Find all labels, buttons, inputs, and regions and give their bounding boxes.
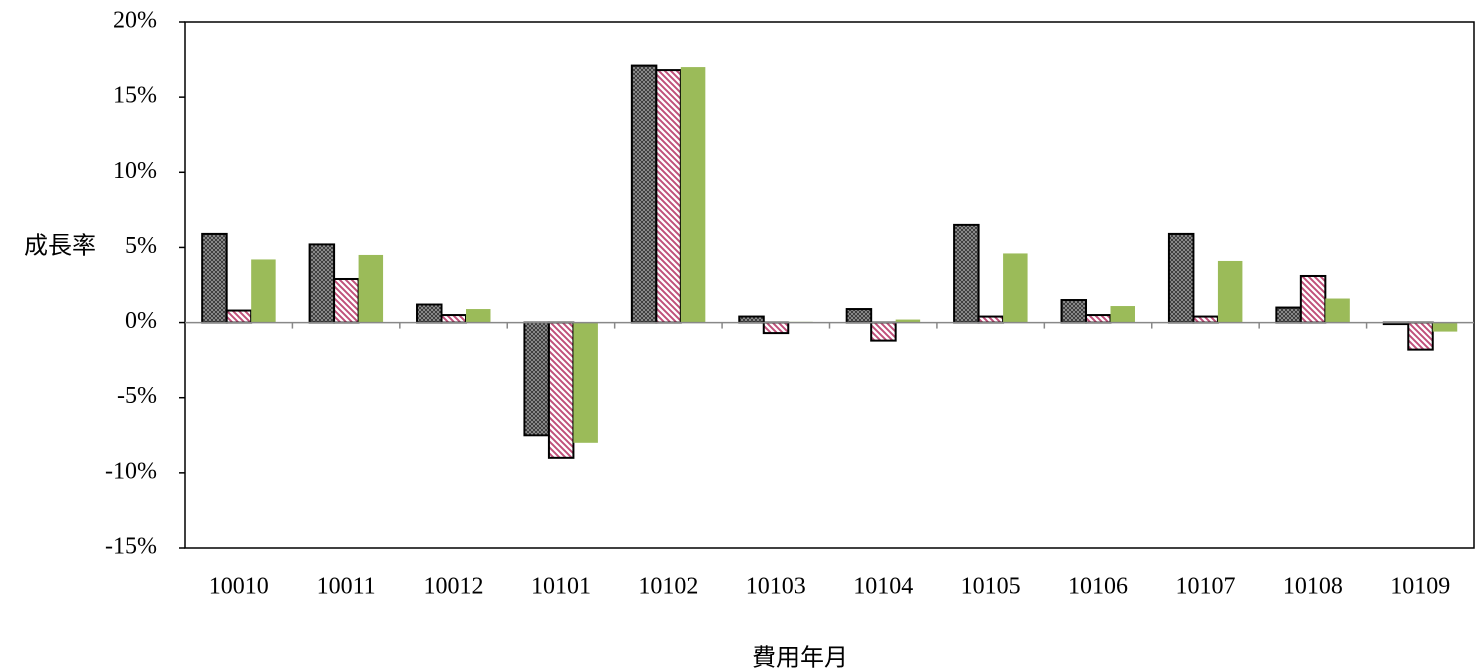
bar	[251, 259, 276, 323]
x-tick-label: 10109	[1390, 574, 1450, 600]
bar	[1299, 274, 1327, 324]
y-tick-label: 0%	[125, 308, 157, 334]
bar	[308, 243, 336, 324]
x-tick-label: 10010	[209, 574, 269, 600]
bar	[1003, 253, 1028, 323]
bar	[1217, 260, 1243, 323]
bar	[573, 322, 598, 443]
x-tick-label: 10012	[424, 574, 484, 600]
bar	[1192, 315, 1219, 324]
bar	[655, 69, 682, 324]
bar	[1167, 232, 1195, 324]
bar	[547, 321, 575, 459]
bar	[1432, 322, 1458, 332]
y-tick-label: 15%	[113, 83, 157, 109]
bar	[333, 277, 360, 324]
x-tick-label: 10107	[1175, 574, 1235, 600]
bar	[895, 319, 921, 323]
bar	[225, 309, 253, 324]
x-tick-label: 10102	[638, 574, 698, 600]
bar	[738, 315, 765, 324]
bar	[201, 232, 228, 324]
y-tick-label: -10%	[105, 458, 157, 484]
x-tick-label: 10101	[531, 574, 591, 600]
x-tick-label: 10104	[853, 574, 913, 600]
bar	[466, 309, 491, 323]
y-tick-label: 10%	[113, 158, 157, 184]
bar	[1325, 298, 1350, 323]
bar	[1407, 321, 1434, 351]
bar	[1085, 314, 1112, 324]
bar	[630, 64, 658, 324]
x-tick-label: 10011	[317, 574, 376, 600]
y-tick-label: 5%	[125, 233, 157, 259]
bar	[523, 321, 550, 437]
y-tick-label: 20%	[113, 8, 157, 34]
y-tick-label: -15%	[105, 534, 157, 560]
plot-area	[184, 21, 1475, 549]
bar	[1060, 299, 1088, 324]
x-axis-label: 費用年月	[752, 645, 848, 672]
bar	[762, 321, 790, 335]
x-tick-label: 10105	[961, 574, 1021, 600]
bar	[845, 308, 873, 324]
y-tick-label: -5%	[117, 383, 157, 409]
bar	[870, 321, 897, 342]
bar	[953, 223, 980, 324]
x-tick-label: 10103	[746, 574, 806, 600]
bar	[416, 303, 443, 324]
x-tick-label: 10106	[1068, 574, 1128, 600]
bar	[1275, 306, 1302, 324]
bar	[1110, 306, 1135, 323]
y-axis-label: 成長率	[24, 233, 96, 260]
bar	[358, 254, 384, 323]
x-tick-label: 10108	[1283, 574, 1343, 600]
bar	[977, 315, 1005, 324]
bar	[680, 67, 706, 323]
bar	[440, 314, 468, 324]
